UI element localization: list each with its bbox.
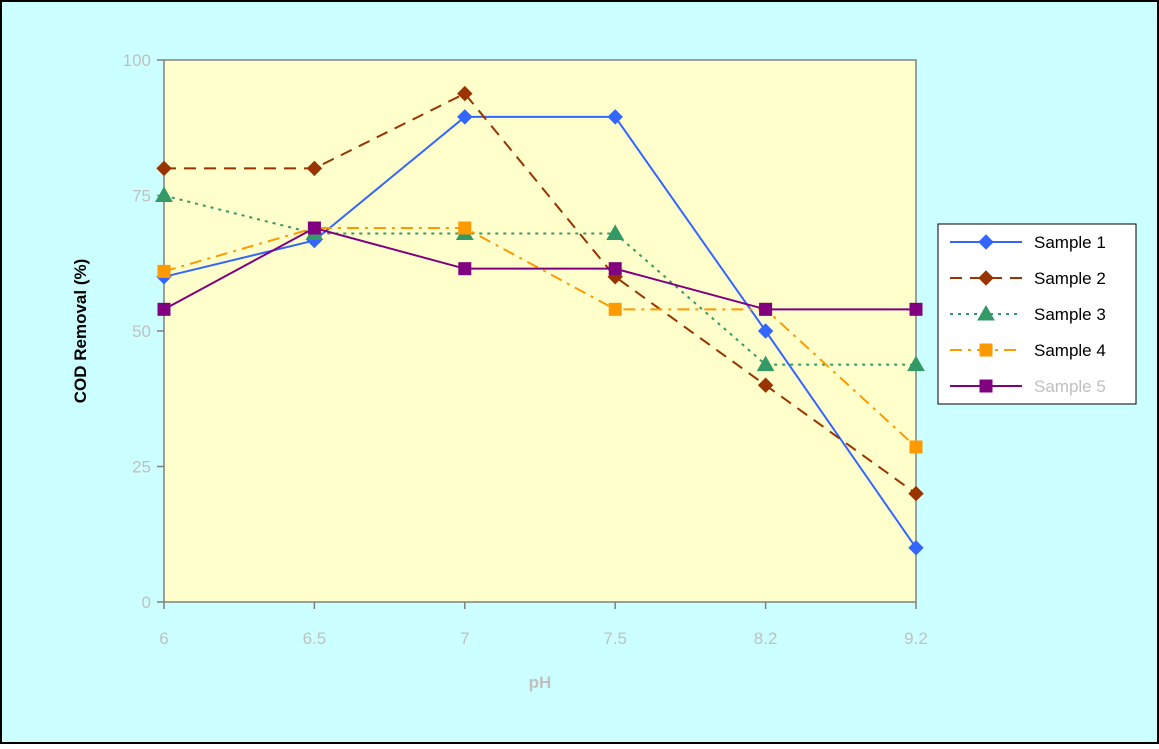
legend: Sample 1 Sample 2 Sample 3 Sample 4 Sample 5 <box>937 223 1137 405</box>
data-point <box>457 109 473 125</box>
data-point <box>157 264 171 278</box>
y-tick-label: 25 <box>132 458 151 477</box>
data-point <box>607 109 623 125</box>
series-layer <box>155 85 925 556</box>
data-point <box>608 262 622 276</box>
data-point <box>307 221 321 235</box>
y-tick-label: 0 <box>142 593 151 612</box>
legend-item: Sample 2 <box>950 269 1106 288</box>
data-point <box>458 221 472 235</box>
data-point <box>757 323 774 339</box>
data-point <box>157 302 171 316</box>
x-tick-label: 7.5 <box>603 629 627 648</box>
data-point <box>756 355 775 372</box>
data-point <box>907 355 925 372</box>
data-point <box>909 440 923 454</box>
data-point <box>457 85 473 102</box>
data-point <box>908 485 924 502</box>
plot-area <box>163 59 917 603</box>
legend-label: Sample 1 <box>1034 233 1106 252</box>
data-point <box>306 160 323 177</box>
x-tick-label: 9.2 <box>904 629 928 648</box>
data-point <box>759 302 773 316</box>
series-line <box>164 92 917 495</box>
legend-label: Sample 3 <box>1034 305 1106 324</box>
legend-label: Sample 5 <box>1034 377 1106 396</box>
legend-item: Sample 1 <box>950 233 1106 252</box>
series-5 <box>157 221 923 316</box>
x-tick-label: 6.5 <box>303 629 327 648</box>
data-point <box>606 224 625 240</box>
data-point <box>156 160 172 177</box>
y-tick-label: 75 <box>132 187 151 206</box>
legend-marker <box>979 379 993 393</box>
series-line <box>163 115 917 549</box>
data-point <box>608 302 622 316</box>
series-line <box>163 194 916 366</box>
y-tick-label: 50 <box>132 322 151 341</box>
data-point <box>155 186 173 202</box>
legend-box <box>937 223 1137 405</box>
series-1 <box>156 109 924 556</box>
legend-label: Sample 2 <box>1034 269 1106 288</box>
x-tick-label: 6 <box>159 629 168 648</box>
data-point <box>458 262 472 276</box>
series-line <box>163 226 916 311</box>
x-tick-label: 7 <box>460 629 469 648</box>
y-axis-title: COD Removal (%) <box>71 259 90 404</box>
y-tick-label: 100 <box>123 51 151 70</box>
legend-marker <box>978 270 994 286</box>
x-axis-title: pH <box>529 673 552 692</box>
x-axis: 6 6.5 7 7.5 8.2 9.2 <box>159 602 928 648</box>
data-point <box>757 377 774 393</box>
y-axis: 0 25 50 75 100 <box>123 51 164 612</box>
legend-label: Sample 4 <box>1034 341 1106 360</box>
legend-marker <box>978 234 994 250</box>
legend-item: Sample 3 <box>950 304 1106 324</box>
legend-item: Sample 4 <box>950 341 1106 360</box>
legend-item: Sample 5 <box>950 377 1106 396</box>
data-point <box>908 540 924 556</box>
legend-marker <box>979 343 993 357</box>
legend-marker <box>977 304 995 321</box>
data-point <box>909 302 923 316</box>
x-tick-label: 8.2 <box>754 629 778 648</box>
